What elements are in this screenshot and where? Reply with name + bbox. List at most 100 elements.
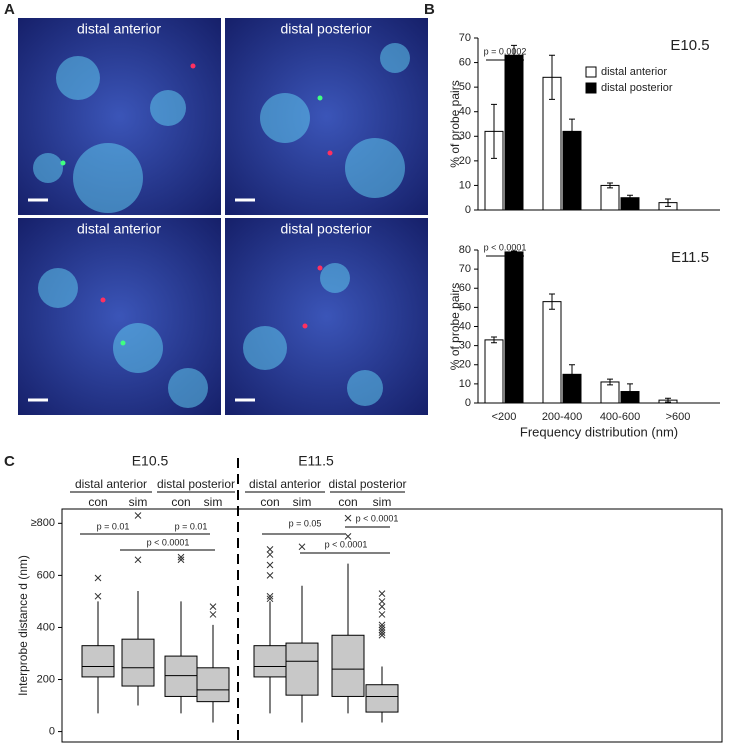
x-tick-label: 200-400 (542, 411, 582, 423)
signal (243, 326, 287, 370)
y-tick-label: 20 (459, 359, 471, 371)
image-label: distal anterior (77, 221, 161, 237)
signal (168, 368, 208, 408)
legend-label: distal posterior (601, 82, 673, 94)
bar (600, 184, 620, 211)
y-tick-label: 50 (459, 301, 471, 313)
annotation: p < 0.0001 (325, 539, 368, 549)
box-label: sim (204, 495, 223, 509)
y-tick-label: 60 (459, 56, 471, 68)
box-label: con (260, 495, 279, 509)
signal (33, 153, 63, 183)
image-label: distal anterior (77, 21, 161, 37)
error-bar (511, 44, 517, 66)
outlier (378, 603, 386, 610)
subgroup-label: distal posterior (328, 477, 406, 491)
y-tick-label: ≥800 (31, 517, 55, 529)
y-axis-label: % of probe pairs (448, 80, 462, 167)
y-tick-label: 400 (37, 621, 55, 633)
signal (38, 268, 78, 308)
outlier (378, 624, 386, 631)
outlier (378, 631, 386, 639)
subgroup-label: distal posterior (157, 477, 235, 491)
outlier (378, 598, 386, 605)
bar (484, 339, 504, 404)
box (196, 667, 230, 703)
y-tick-label: 70 (459, 263, 471, 275)
outlier (266, 595, 274, 603)
chart-title: E11.5 (671, 249, 709, 266)
micrograph (225, 218, 428, 415)
outlier (134, 512, 142, 519)
error-bar (549, 54, 555, 100)
box (253, 645, 287, 678)
bar (542, 301, 562, 404)
outlier (378, 611, 386, 618)
subgroup-label: distal anterior (249, 477, 321, 491)
outlier (344, 514, 352, 522)
probe (60, 160, 66, 166)
panel-label: C (4, 453, 15, 470)
outlier (94, 592, 102, 600)
outlier (266, 561, 274, 569)
legend-swatch (585, 66, 597, 78)
annotation: p = 0.01 (97, 521, 130, 531)
box-label: sim (373, 495, 392, 509)
box-label: sim (129, 495, 148, 509)
error-bar (665, 198, 671, 207)
outlier (134, 556, 142, 564)
box-label: con (171, 495, 190, 509)
outlier (177, 553, 185, 561)
legend-swatch (585, 82, 597, 94)
box-label: sim (293, 495, 312, 509)
box (285, 642, 319, 696)
y-tick-label: 600 (37, 569, 55, 581)
outlier (378, 629, 386, 637)
signal (320, 263, 350, 293)
box (331, 634, 365, 697)
error-bar (491, 103, 497, 159)
box-label: con (338, 495, 357, 509)
outlier (177, 556, 185, 564)
error-bar (627, 194, 633, 201)
y-tick-label: 40 (459, 106, 471, 118)
outlier (298, 543, 306, 551)
error-bar (549, 293, 555, 310)
outlier (266, 572, 274, 579)
outlier (266, 545, 274, 553)
y-tick-label: 40 (459, 320, 471, 332)
error-bar (569, 118, 575, 145)
probe (100, 297, 106, 303)
error-bar (665, 397, 671, 403)
image-label: distal posterior (280, 221, 371, 237)
y-tick-label: 70 (459, 32, 471, 44)
error-bar (607, 182, 613, 189)
signal (260, 93, 310, 143)
outlier (344, 532, 352, 540)
box (121, 638, 155, 687)
panel-label: B (424, 1, 435, 18)
y-tick-label: 0 (465, 204, 471, 216)
x-axis-label: Frequency distribution (nm) (520, 424, 678, 439)
y-tick-label: 0 (465, 397, 471, 409)
y-axis-label: Interprobe distance d (nm) (16, 555, 30, 696)
outlier (209, 603, 217, 610)
error-bar (569, 364, 575, 385)
y-tick-label: 60 (459, 282, 471, 294)
signal (113, 323, 163, 373)
y-axis-label: % of probe pairs (448, 283, 462, 370)
y-tick-label: 20 (459, 155, 471, 167)
box (365, 684, 399, 713)
group-label: E11.5 (298, 453, 334, 469)
error-bar (607, 378, 613, 386)
chart-title: E10.5 (670, 37, 709, 54)
outlier (94, 574, 102, 582)
y-tick-label: 200 (37, 673, 55, 685)
annotation: p < 0.0001 (147, 537, 190, 547)
probe (190, 63, 196, 69)
annotation: p < 0.0001 (484, 242, 527, 252)
outlier (209, 611, 217, 618)
annotation: p = 0.0002 (484, 46, 527, 56)
signal (347, 370, 383, 406)
